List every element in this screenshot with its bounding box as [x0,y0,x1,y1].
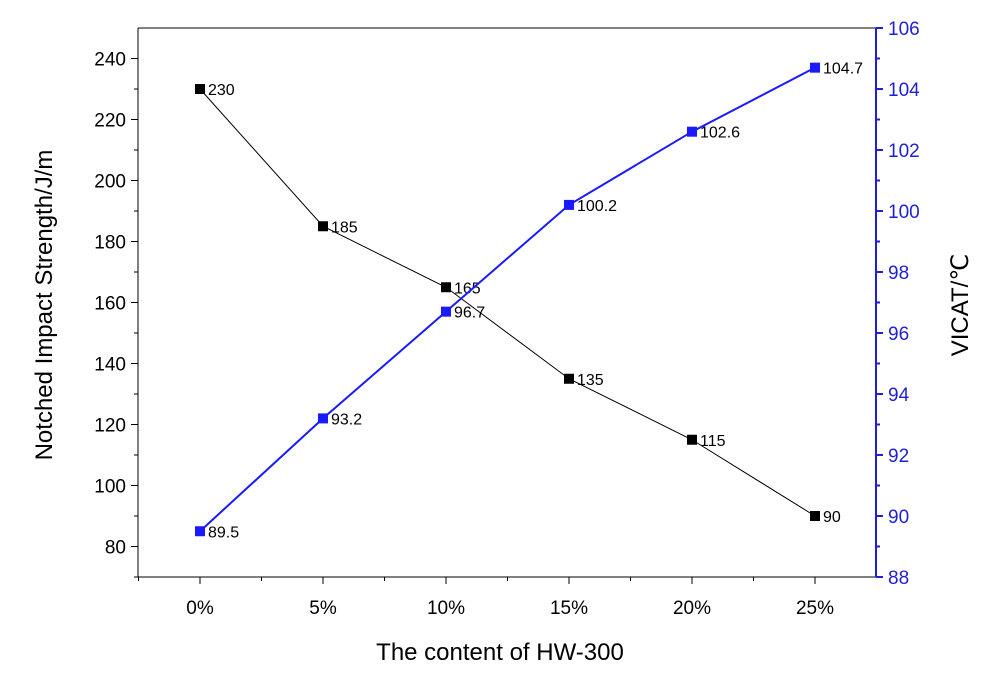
data-label: 93.2 [331,411,362,428]
data-point-marker [564,199,574,210]
data-label: 96.7 [454,305,485,322]
data-point-marker [195,84,205,94]
left-tick-label: 220 [94,111,126,132]
data-label: 104.7 [823,61,863,78]
left-tick-label: 200 [94,172,126,193]
left-tick-label: 160 [94,294,126,315]
data-point-marker [810,511,820,521]
data-label: 115 [700,433,726,450]
x-tick-label: 20% [673,598,711,619]
x-tick-label: 10% [427,598,465,619]
series-layer: 230 185 165 135 115 90 89.5 93.2 96.7 100.2 102.6 1… [195,61,863,541]
right-tick-label: 102 [888,141,920,162]
series-notched-impact-strength: 230 185 165 135 115 90 [195,82,841,526]
left-tick-label: 80 [105,538,126,559]
x-tick-label: 0% [186,598,214,619]
right-tick-label: 92 [888,446,909,467]
right-tick-label: 94 [888,385,910,406]
data-point-marker [564,373,574,384]
left-tick-label: 120 [94,416,126,437]
data-label: 90 [823,509,841,526]
data-point-marker [441,282,451,293]
right-tick-label: 104 [888,80,920,101]
data-label: 185 [331,219,358,236]
data-point-marker [318,413,328,424]
x-tick-label: 5% [309,598,337,619]
x-axis-title: The content of HW-300 [376,639,624,666]
left-tick-label: 140 [94,355,126,376]
left-axis: 80 100 120 140 160 180 200 220 240 [94,50,138,578]
data-point-marker [810,62,820,73]
left-tick-label: 180 [94,233,126,254]
data-point-marker [687,126,697,137]
series-vicat: 89.5 93.2 96.7 100.2 102.6 104.7 [195,61,863,541]
data-label: 230 [208,82,235,99]
data-point-marker [318,221,328,232]
x-tick-label: 25% [796,598,834,619]
right-tick-label: 100 [888,202,920,223]
right-tick-label: 88 [888,568,909,589]
x-axis: 0% 5% 10% 15% 20% 25% [138,577,834,619]
data-point-marker [441,306,451,317]
x-tick-label: 15% [550,598,588,619]
right-axis: 88 90 92 94 96 98 100 102 104 106 [876,19,920,589]
data-label: 135 [577,372,604,389]
plot-frame [137,27,877,578]
series-line [199,66,816,532]
right-axis-title: VICAT/℃ [947,254,974,357]
right-tick-label: 96 [888,324,909,345]
right-tick-label: 98 [888,263,909,284]
left-axis-title: Notched Impact Strength/J/m [31,150,58,461]
data-label: 165 [454,280,481,297]
series-line [199,88,816,517]
data-label: 100.2 [577,198,617,215]
left-tick-label: 240 [94,50,126,71]
right-tick-label: 106 [888,19,920,40]
data-point-marker [687,434,697,445]
data-label: 89.5 [208,524,239,541]
left-tick-label: 100 [94,477,126,498]
data-label: 102.6 [700,125,740,142]
data-point-marker [195,526,205,537]
right-tick-label: 90 [888,507,909,528]
